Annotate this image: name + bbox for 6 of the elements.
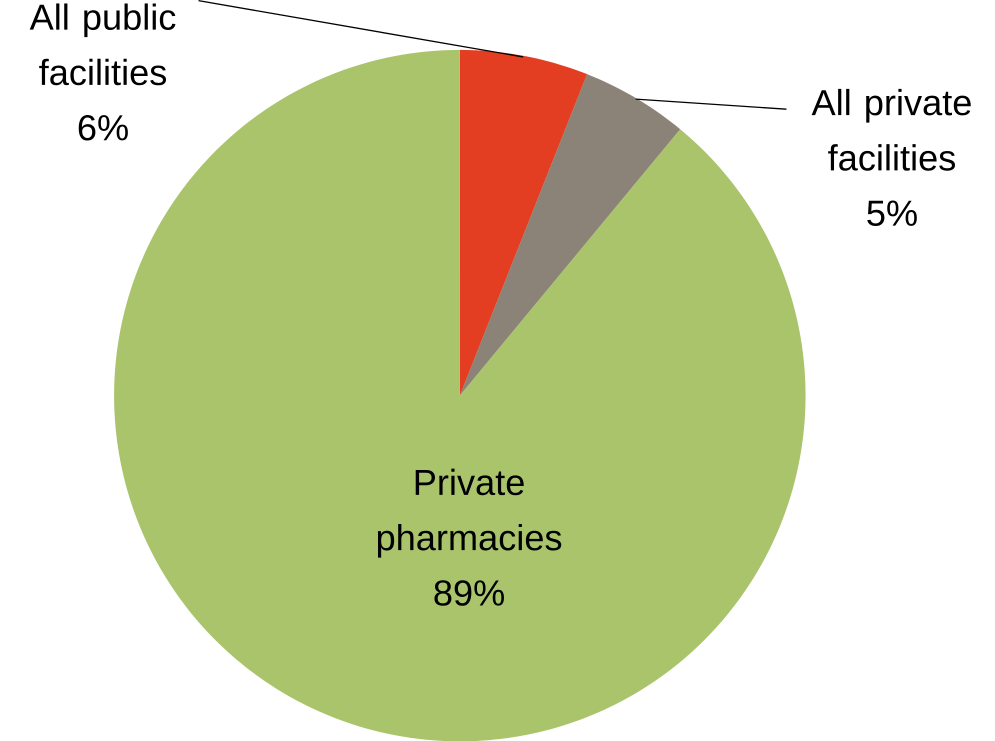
data-label: 6% (78, 114, 128, 140)
slice-label: All private facilities (812, 88, 971, 171)
slice-label: Private pharmacies (378, 468, 562, 558)
data-label: 5% (867, 200, 917, 226)
slice-label: All public facilities (30, 3, 176, 86)
data-label: 89% (434, 580, 504, 606)
